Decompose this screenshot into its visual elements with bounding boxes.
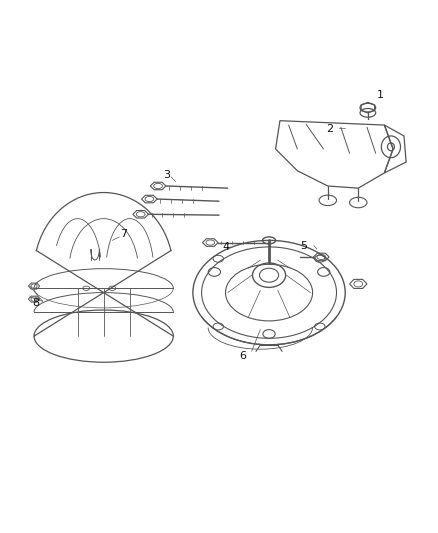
Text: 7: 7 xyxy=(120,229,127,239)
Text: 1: 1 xyxy=(377,90,384,100)
Text: 4: 4 xyxy=(222,242,229,252)
Text: 8: 8 xyxy=(33,298,40,309)
Text: 3: 3 xyxy=(163,170,170,180)
Text: 2: 2 xyxy=(326,124,334,134)
Text: 5: 5 xyxy=(300,240,307,251)
Text: 6: 6 xyxy=(240,351,247,361)
